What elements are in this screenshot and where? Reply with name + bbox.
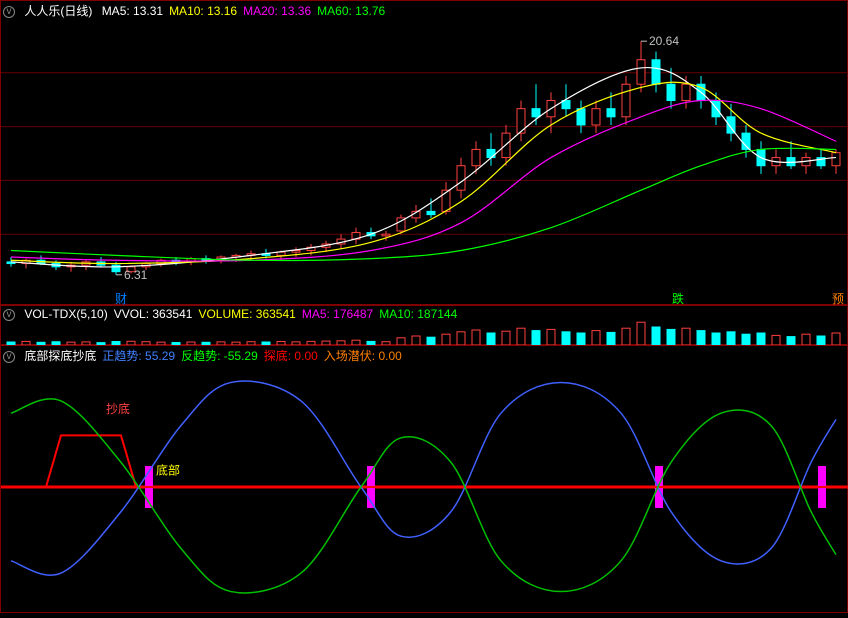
svg-text:20.64: 20.64	[649, 34, 679, 48]
marker-badge: 财	[113, 290, 129, 307]
indicator-chart[interactable]: 抄底底部	[1, 346, 848, 614]
chevron-down-icon[interactable]: v	[3, 6, 15, 18]
candlestick-chart[interactable]: 20.64 6.31	[1, 1, 848, 306]
panel3-header: v 底部探底抄底正趋势: 55.29反趋势: -55.29探底: 0.00入场潜…	[3, 347, 414, 364]
indicator-panel: v 底部探底抄底正趋势: 55.29反趋势: -55.29探底: 0.00入场潜…	[0, 345, 848, 613]
chevron-down-icon[interactable]: v	[3, 309, 15, 321]
volume-panel: v VOL-TDX(5,10)VVOL: 363541VOLUME: 36354…	[0, 305, 848, 345]
svg-text:抄底: 抄底	[106, 401, 130, 416]
stock-title: 人人乐(日线)	[24, 4, 92, 18]
candlestick-panel: v 人人乐(日线) MA5: 13.31MA10: 13.16MA20: 13.…	[0, 0, 848, 305]
marker-badge: 预	[830, 290, 846, 307]
marker-badge: 跌	[670, 290, 686, 307]
svg-text:底部: 底部	[156, 463, 180, 478]
chevron-down-icon[interactable]: v	[3, 351, 15, 363]
panel1-header: v 人人乐(日线) MA5: 13.31MA10: 13.16MA20: 13.…	[3, 2, 397, 19]
panel2-header: v VOL-TDX(5,10)VVOL: 363541VOLUME: 36354…	[3, 307, 469, 321]
svg-text:6.31: 6.31	[124, 268, 148, 282]
